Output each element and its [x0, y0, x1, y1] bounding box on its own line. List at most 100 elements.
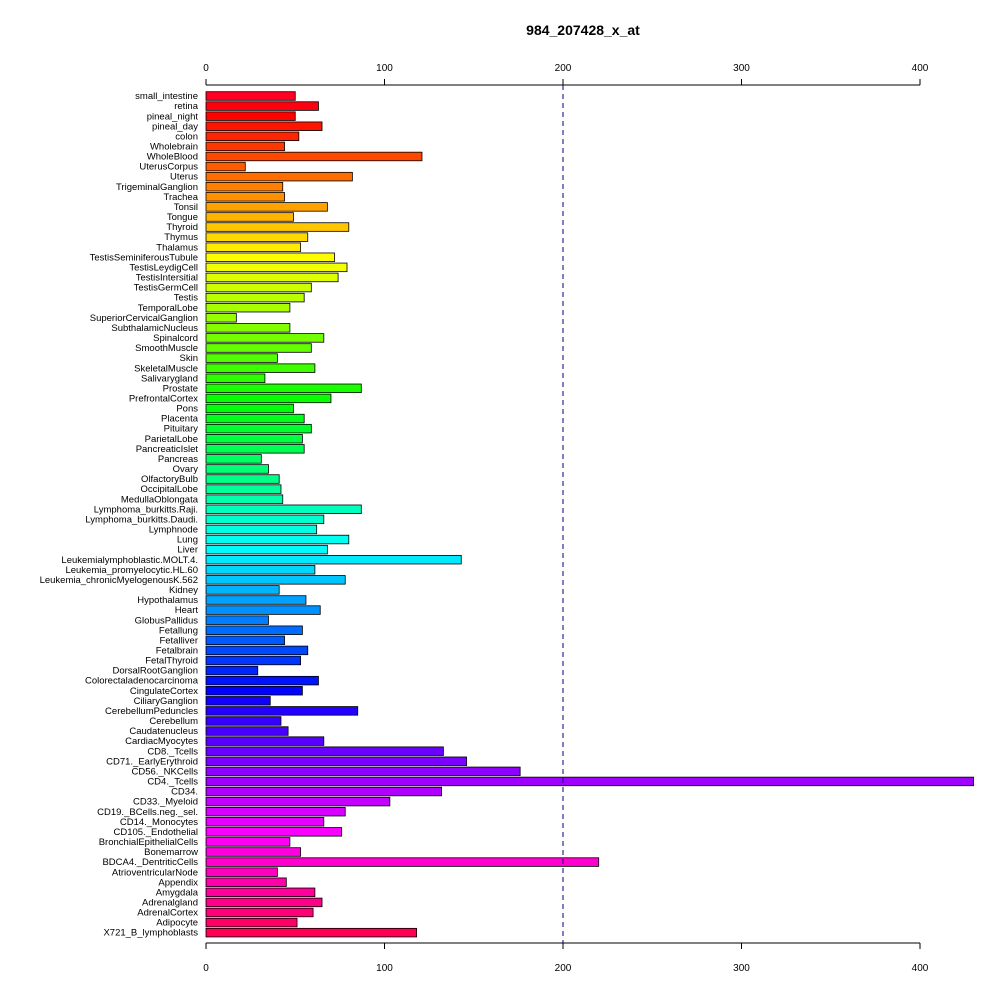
category-label: CD8._Tcells — [147, 746, 198, 757]
bar-Caudatenucleus — [205, 726, 289, 736]
top-axis-tick-label: 200 — [555, 63, 572, 74]
bar-FetalThyroid — [205, 655, 302, 666]
bar-Lymphoma_burkitts.Raji. — [205, 504, 362, 514]
bottom-axis-tick-label: 0 — [203, 963, 209, 974]
bar-TemporalLobe — [205, 302, 291, 313]
category-label: UterusCorpus — [139, 162, 198, 173]
bar-pineal_day — [205, 121, 323, 131]
category-label: Fetalbrain — [156, 646, 198, 657]
category-label: Hypothalamus — [137, 595, 198, 606]
category-label: CD56._NKCells — [131, 766, 198, 777]
category-label: Pancreas — [158, 454, 198, 465]
category-label: CD4._Tcells — [147, 777, 198, 788]
bar-Heart — [205, 605, 321, 615]
bar-Salivarygland — [205, 373, 266, 383]
bar-OlfactoryBulb — [205, 474, 280, 484]
category-label: CD71._EarlyErythroid — [106, 756, 198, 767]
category-label: Colorectaladenocarcinoma — [85, 676, 199, 687]
category-label: TestisLeydigCell — [129, 262, 198, 273]
category-label: Pituitary — [164, 424, 199, 435]
category-label: pineal_night — [147, 111, 199, 122]
bar-Placenta — [205, 413, 305, 424]
bar-Ovary — [205, 464, 269, 474]
bar-X721_B_lymphoblasts — [205, 927, 418, 938]
bar-Prostate — [205, 383, 362, 394]
category-label: TestisSeminiferousTubule — [90, 252, 198, 263]
bar-BDCA4._DentriticCells — [205, 857, 600, 867]
bar-Thyroid — [205, 222, 350, 232]
bar-Fetallung — [205, 625, 303, 635]
bar-CardiacMyocytes — [205, 736, 325, 746]
bar-MedullaOblongata — [205, 494, 284, 504]
bar-Thalamus — [205, 242, 302, 252]
category-label: Adrenalgland — [142, 898, 198, 909]
bar-Pons — [205, 403, 294, 414]
bottom-axis-tick-label: 100 — [376, 963, 393, 974]
category-label: Heart — [175, 605, 199, 616]
bar-SubthalamicNucleus — [205, 323, 291, 333]
category-label: CD14._Monocytes — [120, 817, 198, 828]
category-label: Leukemialymphoblastic.MOLT.4. — [61, 555, 198, 566]
bar-CD14._Monocytes — [205, 817, 325, 827]
category-label: Trachea — [164, 192, 199, 203]
bar-CD19._BCells.neg._sel. — [205, 806, 346, 817]
top-axis-tick-label: 100 — [376, 63, 393, 74]
bar-TestisSeminiferousTubule — [205, 252, 335, 262]
top-axis-tick-label: 400 — [912, 63, 929, 74]
bar-Leukemia_promyelocytic.HL.60 — [205, 565, 316, 575]
chart-title: 984_207428_x_at — [526, 22, 640, 38]
bar-Uterus — [205, 171, 353, 182]
category-labels: small_intestineretinapineal_nightpineal_… — [40, 91, 199, 939]
bar-Leukemialymphoblastic.MOLT.4. — [205, 554, 462, 565]
bottom-axis-tick-label: 300 — [733, 963, 750, 974]
category-label: OccipitalLobe — [140, 484, 198, 495]
category-label: Bonemarrow — [144, 847, 198, 858]
category-label: Thalamus — [156, 242, 198, 253]
category-label: CardiacMyocytes — [125, 736, 198, 747]
bar-Lung — [205, 534, 350, 545]
bar-CD56._NKCells — [205, 766, 521, 777]
bar-CD105._Endothelial — [205, 827, 343, 837]
category-label: Uterus — [170, 172, 198, 183]
category-label: Prostate — [163, 383, 198, 394]
category-label: Fetalliver — [159, 635, 198, 646]
category-label: Lymphoma_burkitts.Daudi. — [85, 514, 198, 525]
bar-Fetalbrain — [205, 645, 309, 656]
category-label: Testis — [174, 293, 199, 304]
bar-SuperiorCervicalGanglion — [205, 313, 237, 323]
category-label: Skin — [180, 353, 198, 364]
bar-Wholebrain — [205, 141, 285, 152]
category-label: CingulateCortex — [130, 686, 198, 697]
category-label: Leukemia_promyelocytic.HL.60 — [65, 565, 198, 576]
category-label: colon — [175, 131, 198, 142]
category-label: TrigeminalGanglion — [116, 182, 198, 193]
bar-Appendix — [205, 877, 287, 887]
bar-Thymus — [205, 232, 309, 242]
category-label: OlfactoryBulb — [141, 474, 198, 485]
bar-TestisLeydigCell — [205, 262, 348, 273]
bar-CD4._Tcells — [205, 776, 974, 787]
bar-Bonemarrow — [205, 847, 302, 857]
category-label: Amygdala — [156, 887, 199, 898]
category-label: CD34. — [171, 787, 198, 798]
category-label: FetalThyroid — [145, 656, 198, 667]
bar-Kidney — [205, 585, 280, 595]
category-label: WholeBlood — [147, 152, 198, 163]
category-label: Lymphnode — [149, 525, 198, 536]
bar-Cerebellum — [205, 716, 282, 726]
category-label: Adipocyte — [156, 918, 198, 929]
category-label: PrefrontalCortex — [129, 394, 198, 405]
category-label: X721_B_lymphoblasts — [103, 928, 198, 939]
category-label: Lung — [177, 535, 198, 546]
category-label: Wholebrain — [150, 142, 198, 153]
bar-OccipitalLobe — [205, 484, 282, 494]
category-label: BDCA4._DentriticCells — [102, 857, 198, 868]
bar-WholeBlood — [205, 151, 423, 162]
bar-CD33._Myeloid — [205, 796, 391, 807]
bar-Pancreas — [205, 454, 262, 464]
category-label: CerebellumPeduncles — [105, 706, 198, 717]
category-label: MedullaOblongata — [121, 494, 199, 505]
category-label: Ovary — [173, 464, 199, 475]
bar-Trachea — [205, 192, 285, 202]
category-label: CD33._Myeloid — [133, 797, 198, 808]
